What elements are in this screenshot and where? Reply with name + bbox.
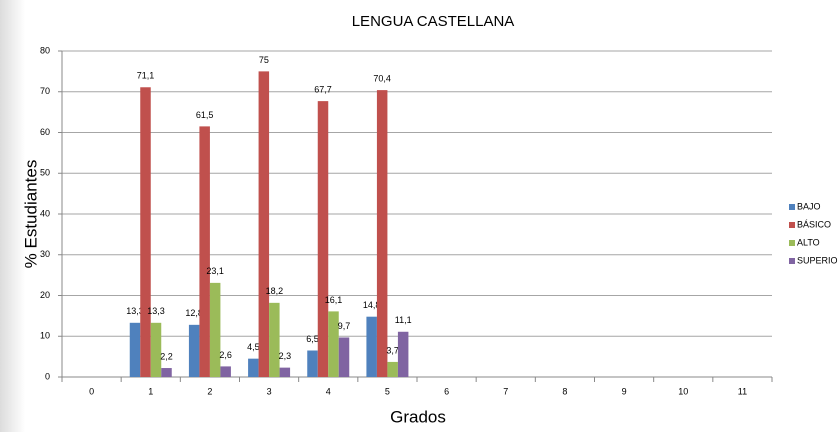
legend-swatch [789,222,795,228]
value-label: 75 [259,55,269,65]
bar [188,324,200,377]
bar [366,316,377,377]
x-axis-label: Grados [390,407,446,426]
y-tick-label: 0 [45,371,50,381]
legend-swatch [789,240,795,246]
x-tick-label: 3 [267,386,272,396]
y-tick-label: 20 [40,290,50,300]
bar [150,322,162,377]
x-tick-label: 2 [207,386,212,396]
value-label: 6,5 [306,334,319,344]
legend-swatch [789,204,795,210]
value-label: 2,6 [219,350,232,360]
value-label: 67,7 [314,84,332,94]
value-label: 9,7 [338,321,351,331]
y-axis-label: % Estudiantes [21,160,40,269]
value-label: 70,4 [373,73,391,83]
x-tick-label: 9 [622,386,627,396]
legend-label: BAJO [797,201,821,211]
y-tick-label: 80 [40,45,50,55]
y-tick-label: 10 [40,331,50,341]
y-tick-label: 30 [40,249,50,259]
y-tick-label: 40 [40,208,50,218]
x-tick-label: 0 [89,386,94,396]
bar [161,368,172,377]
value-label: 23,1 [206,266,224,276]
bar [258,71,270,377]
bar [269,302,280,377]
value-label: 2,3 [279,351,292,361]
legend-label: SUPERIOR [797,255,838,265]
value-label: 13,3 [147,306,165,316]
legend-label: ALTO [797,237,820,247]
value-label: 3,7 [386,345,399,355]
value-label: 16,1 [325,295,343,305]
value-label: 2,2 [160,351,173,361]
value-label: 4,5 [247,342,260,352]
legend-swatch [789,258,795,264]
x-tick-label: 8 [562,386,567,396]
value-label: 14,8 [363,300,381,310]
x-tick-label: 6 [444,386,449,396]
x-tick-label: 10 [678,386,688,396]
x-tick-label: 1 [148,386,153,396]
x-tick-label: 11 [738,386,747,396]
y-tick-label: 70 [40,86,50,96]
bar [279,367,291,377]
bar [220,366,231,377]
bar [338,337,350,377]
bar [387,361,398,377]
y-tick-label: 60 [40,127,50,137]
chart-title: LENGUA CASTELLANA [352,13,515,30]
value-label: 61,5 [196,110,214,120]
value-label: 18,2 [266,286,284,296]
bar [129,322,141,377]
bar [209,282,221,377]
value-label: 13,3 [126,306,144,316]
bar [317,101,329,377]
bar [199,126,210,377]
y-tick-label: 50 [40,168,50,178]
bar [397,331,409,377]
bar [328,311,339,377]
value-label: 12,8 [185,308,203,318]
value-label: 11,1 [395,315,412,325]
x-tick-label: 4 [326,386,331,396]
legend-label: BÁSICO [797,219,831,229]
bar [140,87,151,377]
x-tick-label: 5 [385,386,390,396]
value-label: 71,1 [137,71,155,81]
bar [376,90,388,378]
bar [248,358,259,377]
bar [307,350,318,377]
x-tick-label: 7 [503,386,508,396]
